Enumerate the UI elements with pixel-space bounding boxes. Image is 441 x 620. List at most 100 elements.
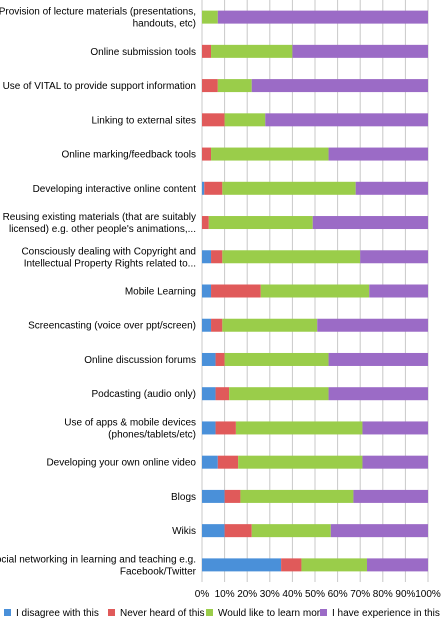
category-label: Reusing existing materials (that are sui… <box>3 212 196 235</box>
legend-swatch <box>206 609 213 616</box>
bar-segment <box>211 147 329 161</box>
category-label-line: Developing your own online video <box>46 458 196 469</box>
bar-segment <box>217 79 252 93</box>
bar-segment <box>202 250 212 264</box>
legend-label: Never heard of this <box>120 608 205 619</box>
bar-segment <box>362 421 428 435</box>
bar-segment <box>202 318 212 332</box>
category-label: Provision of lecture materials (presenta… <box>0 7 196 30</box>
category-label: Consciously dealing with Copyright and In… <box>21 246 196 269</box>
category-label: Developing your own online video <box>46 458 196 469</box>
bar-segment <box>211 44 293 58</box>
x-tick-label: 20% <box>237 589 257 600</box>
category-label-line: Online discussion forums <box>84 355 196 366</box>
bar-segment <box>204 181 223 195</box>
category-label-line: Consciously dealing with Copyright and <box>21 246 196 257</box>
legend-label: I have experience in this <box>332 608 440 619</box>
bar-segment <box>202 216 209 230</box>
category-label: Wikis <box>172 526 196 537</box>
category-label-line: Podcasting (audio only) <box>91 389 196 400</box>
bar-segment <box>217 10 428 24</box>
category-label: Use of apps & mobile devices (phones/tabl… <box>64 417 196 440</box>
bar-segment <box>222 250 361 264</box>
bar-segment <box>240 489 354 503</box>
bar-segment <box>355 181 428 195</box>
legend: I disagree with this Never heard of this W… <box>4 608 440 619</box>
category-label-line: Online marking/feedback tools <box>61 150 196 161</box>
category-label: Social networking in learning and teachi… <box>0 554 197 577</box>
bar-segment <box>301 558 367 572</box>
x-tick-label: 0% <box>195 589 210 600</box>
bar-segment <box>202 489 225 503</box>
x-tick-label: 60% <box>328 589 348 600</box>
category-label: Blogs <box>171 492 196 503</box>
legend-swatch <box>108 609 115 616</box>
bar-segment <box>224 113 266 127</box>
category-label: Mobile Learning <box>125 287 196 298</box>
bar-segment <box>202 421 216 435</box>
category-label-line: Use of VITAL to provide support informat… <box>3 81 196 92</box>
x-tick-label: 100% <box>415 589 441 600</box>
bar-segment <box>211 250 223 264</box>
category-label-line: Linking to external sites <box>91 115 196 126</box>
bars <box>202 10 428 572</box>
category-label-line: Reusing existing materials (that are sui… <box>3 212 196 223</box>
category-label-line: handouts, etc) <box>133 19 196 30</box>
bar-segment <box>202 113 225 127</box>
bar-segment <box>317 318 428 332</box>
category-label: Developing interactive online content <box>33 184 197 195</box>
x-tick-label: 40% <box>282 589 302 600</box>
bar-segment <box>260 284 370 298</box>
bar-segment <box>360 250 428 264</box>
x-tick-label: 90% <box>395 589 415 600</box>
bar-segment <box>202 79 218 93</box>
bar-segment <box>238 455 363 469</box>
category-label-line: Provision of lecture materials (presenta… <box>0 7 196 18</box>
bar-segment <box>328 387 428 401</box>
legend-label: Would like to learn more <box>218 608 326 619</box>
bar-segment <box>366 558 428 572</box>
bar-segment <box>215 387 230 401</box>
bar-segment <box>215 421 236 435</box>
category-label: Linking to external sites <box>91 115 196 126</box>
category-label-line: licensed) e.g. other people's animations… <box>9 224 196 235</box>
bar-segment <box>202 10 218 24</box>
bar-segment <box>202 147 212 161</box>
category-label: Screencasting (voice over ppt/screen) <box>28 321 196 332</box>
bar-segment <box>328 147 428 161</box>
bar-segment <box>211 284 261 298</box>
category-label-line: Mobile Learning <box>125 287 196 298</box>
category-label-line: Online submission tools <box>90 47 196 58</box>
bar-segment <box>202 558 282 572</box>
category-label-line: Use of apps & mobile devices <box>64 417 196 428</box>
bar-segment <box>202 284 212 298</box>
bar-segment <box>362 455 428 469</box>
bar-segment <box>217 455 239 469</box>
bar-segment <box>202 387 216 401</box>
bar-segment <box>369 284 428 298</box>
bar-segment <box>229 387 329 401</box>
bar-segment <box>353 489 428 503</box>
bar-segment <box>208 216 313 230</box>
category-label: Podcasting (audio only) <box>91 389 196 400</box>
category-label-line: Social networking in learning and teachi… <box>0 554 196 565</box>
bar-segment <box>202 181 205 195</box>
category-label-line: Wikis <box>172 526 196 537</box>
bar-segment <box>202 352 216 366</box>
x-tick-label: 70% <box>350 589 370 600</box>
legend-swatch <box>320 609 327 616</box>
category-label-line: Blogs <box>171 492 196 503</box>
category-label-line: Facebook/Twitter <box>120 566 197 577</box>
bar-segment <box>251 79 428 93</box>
bar-segment <box>330 524 428 538</box>
bar-segment <box>211 318 223 332</box>
category-label-line: (phones/tablets/etc) <box>108 429 196 440</box>
category-label: Online submission tools <box>90 47 196 58</box>
bar-segment <box>251 524 331 538</box>
bar-segment <box>222 318 318 332</box>
bar-segment <box>224 489 241 503</box>
bar-segment <box>215 352 225 366</box>
bar-segment <box>292 44 428 58</box>
bar-segment <box>202 455 218 469</box>
